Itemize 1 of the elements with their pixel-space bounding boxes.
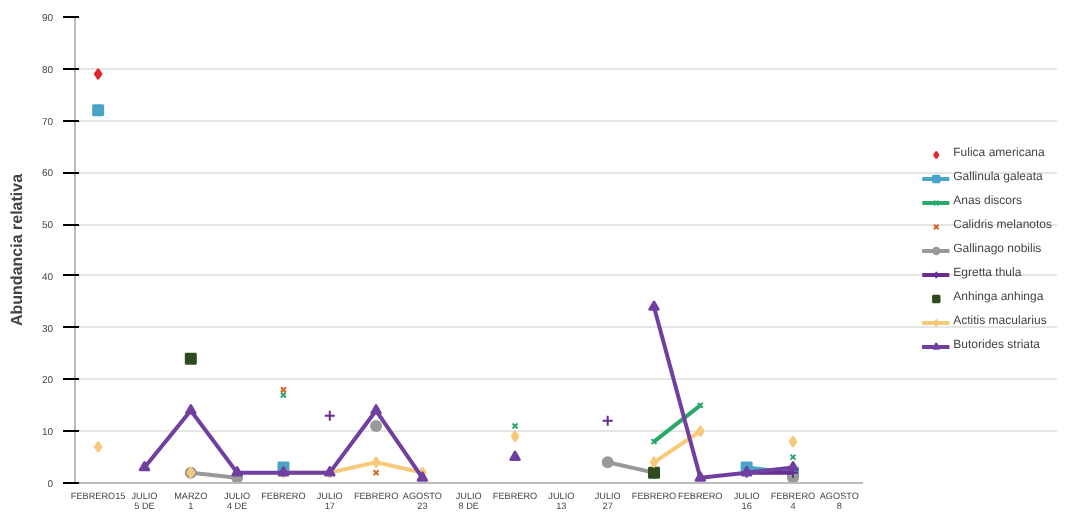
y-axis-title: Abundancia relativa	[7, 172, 26, 327]
